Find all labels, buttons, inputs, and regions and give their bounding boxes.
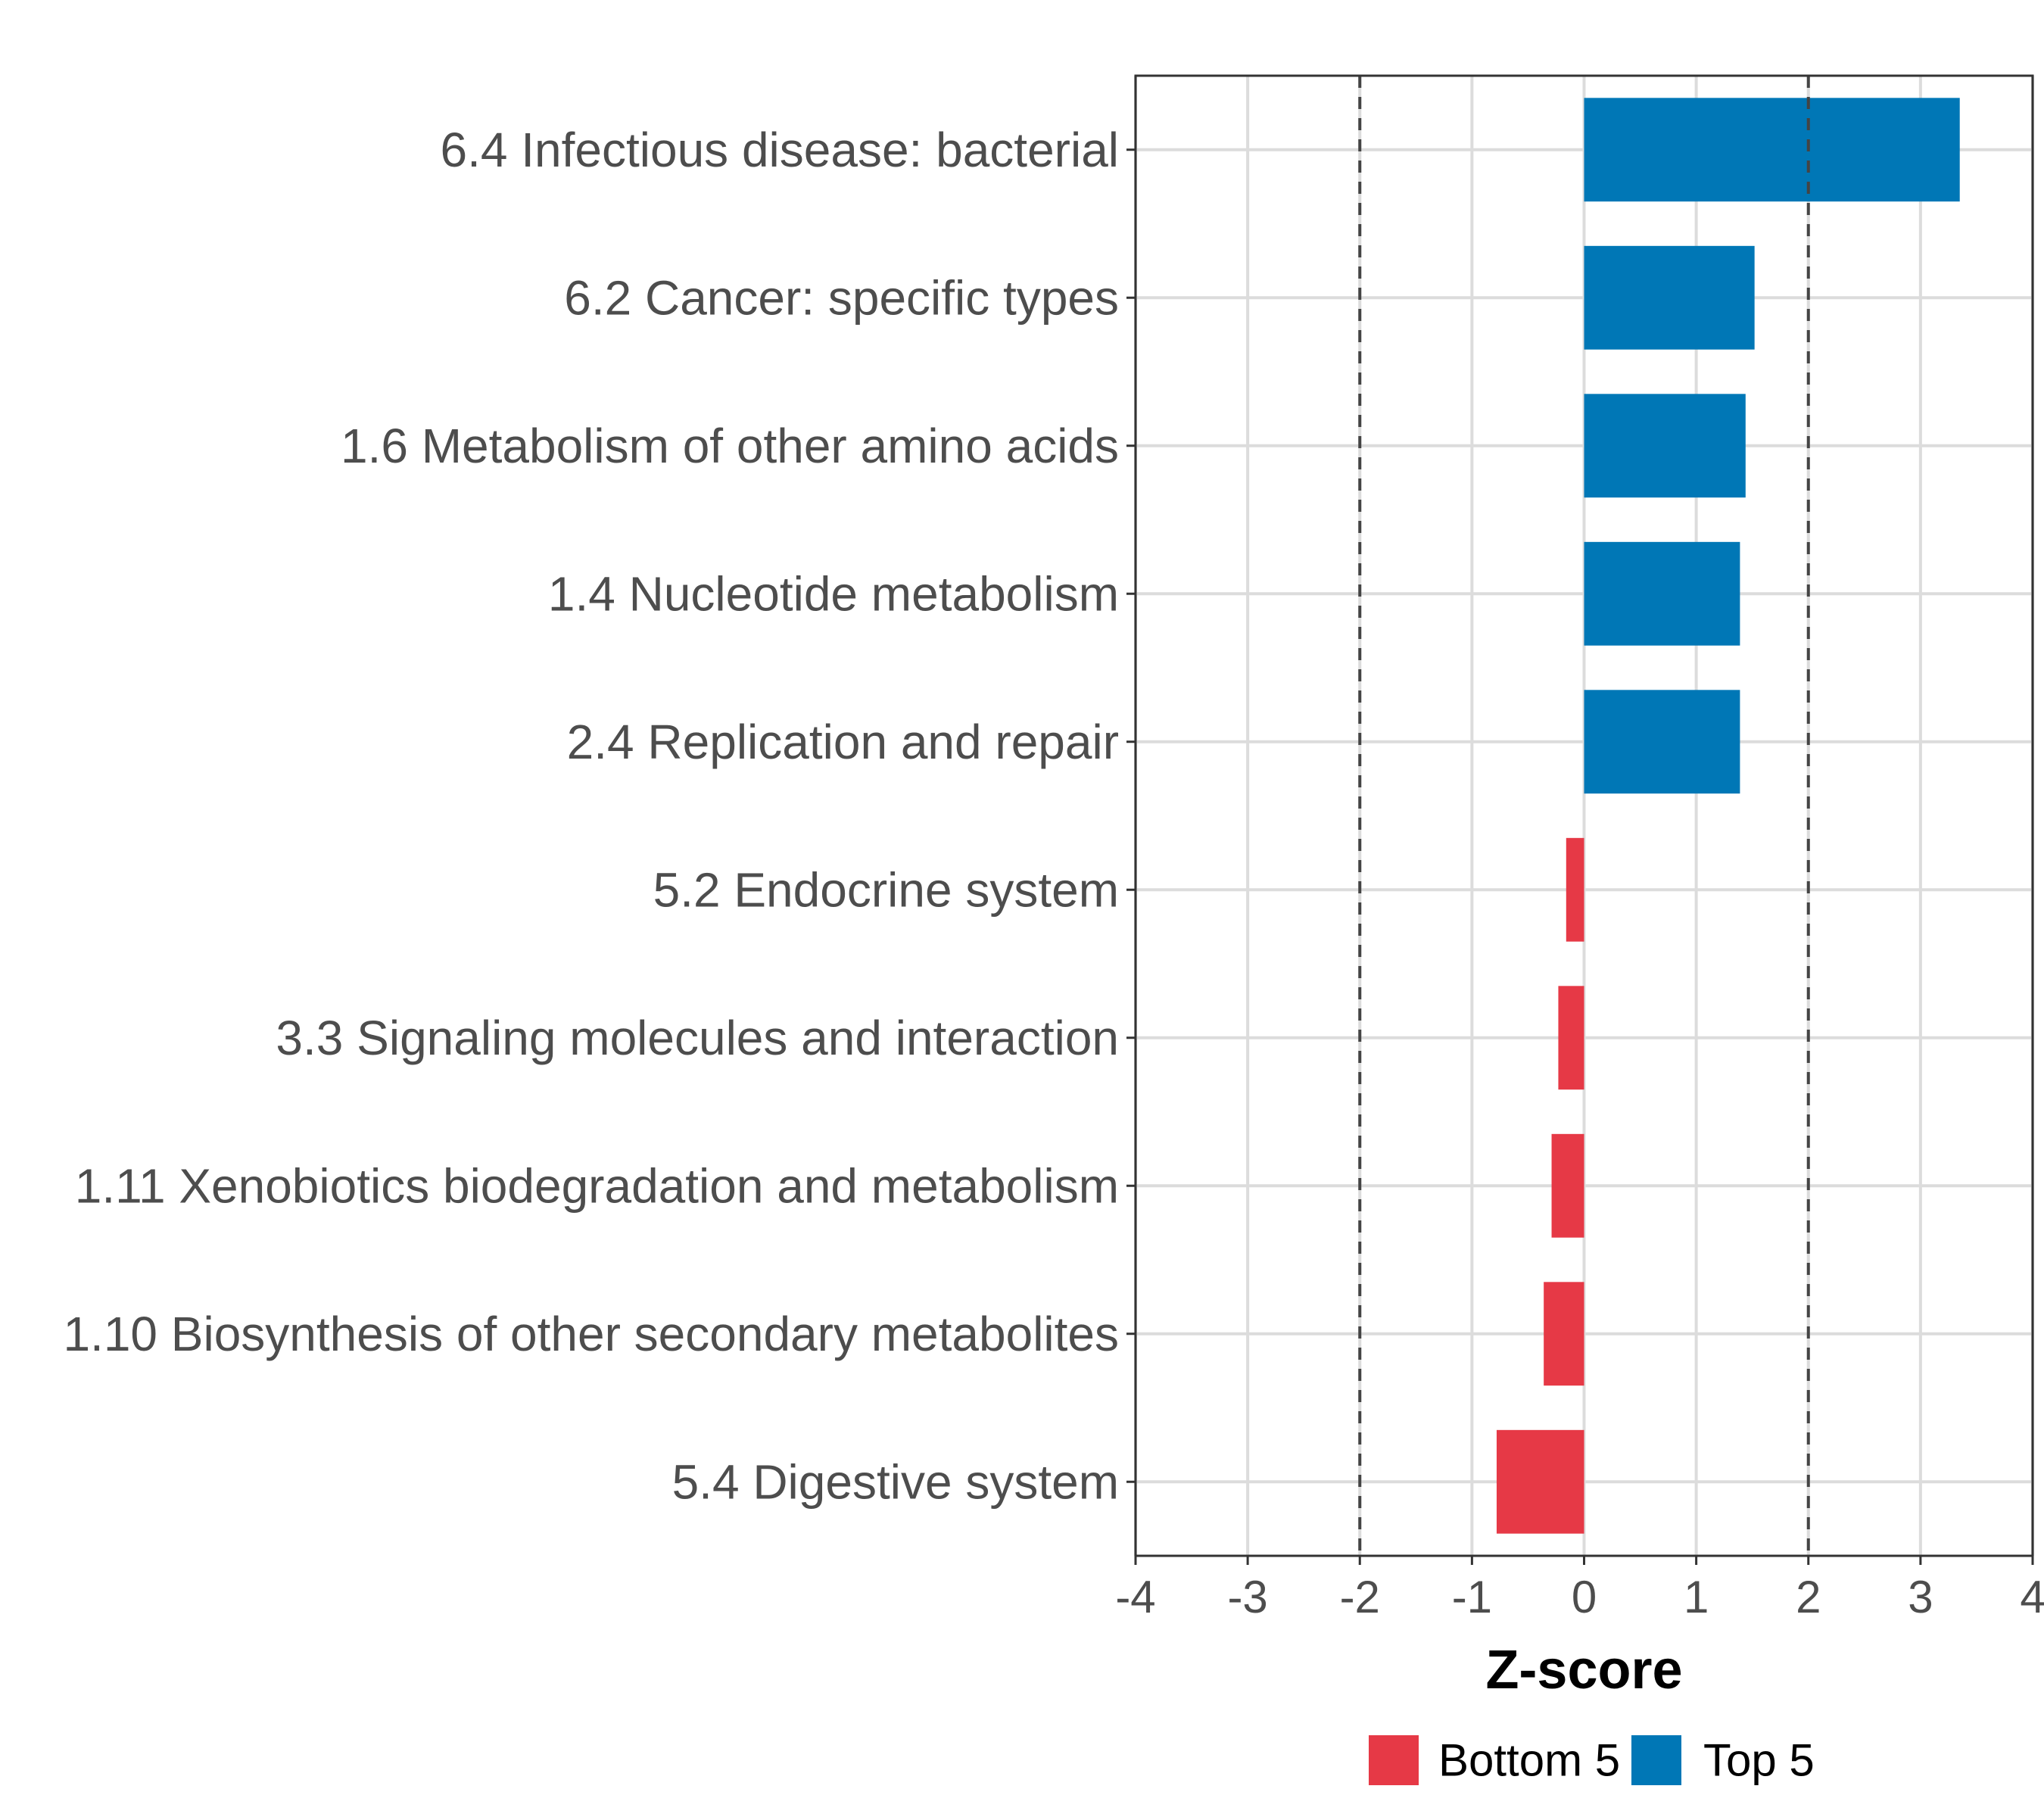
x-tick-label: 3 [1908,1572,1933,1622]
category-label: 3.3 Signaling molecules and interaction [276,1011,1119,1065]
bar [1584,245,1755,350]
x-tick-label: -3 [1227,1572,1267,1622]
category-label: 5.2 Endocrine system [653,862,1119,917]
category-label: 2.4 Replication and repair [567,715,1119,769]
bar [1584,98,1960,202]
x-tick-label: 1 [1684,1572,1709,1622]
legend-label: Bottom 5 [1438,1735,1620,1786]
legend-key [1631,1735,1681,1785]
category-label: 1.10 Biosynthesis of other secondary met… [63,1307,1119,1361]
bar [1584,541,1740,646]
category-label: 5.4 Digestive system [672,1454,1119,1509]
bar [1566,837,1584,942]
x-axis-ticks: -4 -3 -2 -1 0 1 2 3 4 [1115,1556,2044,1622]
category-label: 6.2 Cancer: specific types [564,270,1119,325]
reference-lines [1358,76,1810,1556]
bar [1551,1133,1584,1238]
category-label: 1.11 Xenobiotics biodegradation and meta… [75,1158,1119,1213]
bars [1496,98,1960,1534]
y-axis-labels: 6.4 Infectious disease: bacterial 6.2 Can… [63,123,1136,1509]
x-tick-label: 4 [2020,1572,2044,1622]
bar [1496,1429,1584,1534]
legend-key [1369,1735,1419,1785]
category-label: 1.6 Metabolism of other amino acids [341,419,1119,473]
bar [1558,986,1584,1090]
x-tick-label: -4 [1115,1572,1155,1622]
category-label: 6.4 Infectious disease: bacterial [440,123,1119,177]
category-label: 1.4 Nucleotide metabolism [548,566,1119,621]
x-axis-title: Z-score [1485,1640,1682,1700]
x-tick-label: 0 [1572,1572,1597,1622]
legend: Bottom 5 Top 5 [1369,1735,1815,1786]
bar [1544,1282,1584,1386]
x-tick-label: 2 [1796,1572,1821,1622]
x-tick-label: -1 [1452,1572,1492,1622]
x-tick-label: -2 [1340,1572,1380,1622]
legend-label: Top 5 [1703,1735,1815,1786]
bar [1584,690,1740,794]
bar [1584,394,1746,498]
